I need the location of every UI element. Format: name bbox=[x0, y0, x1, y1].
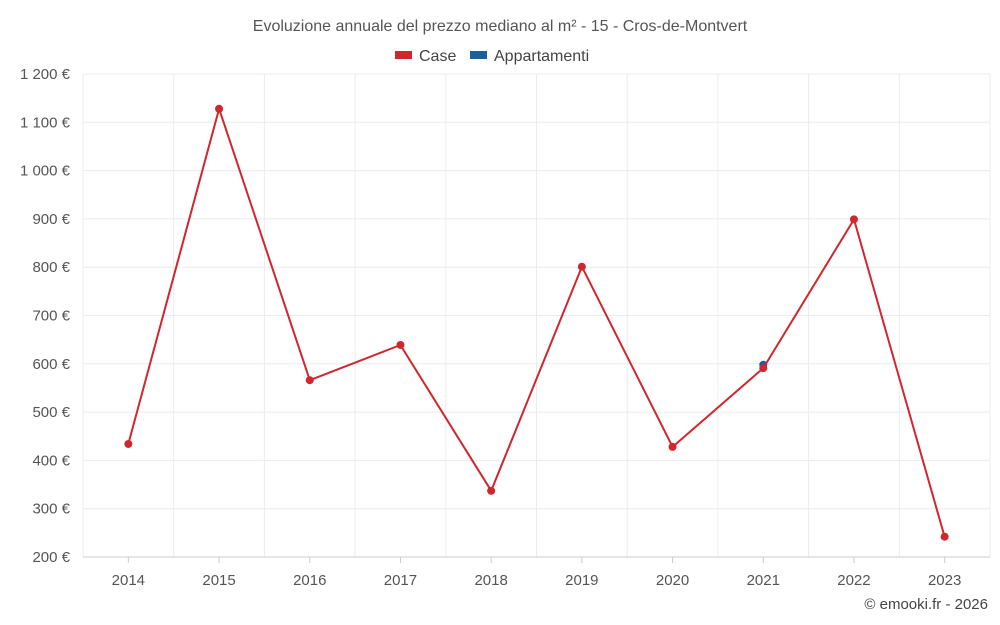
chart-title: Evoluzione annuale del prezzo mediano al… bbox=[253, 18, 748, 35]
legend-swatch-case bbox=[395, 51, 412, 59]
x-tick-label: 2022 bbox=[837, 572, 870, 589]
series-line-case bbox=[127, 107, 946, 537]
x-tick-label: 2015 bbox=[202, 572, 235, 589]
data-point-case-2020[interactable] bbox=[668, 442, 677, 451]
legend-swatch-appartamenti bbox=[470, 51, 487, 59]
y-tick-label: 1 100 € bbox=[20, 114, 71, 131]
legend-label-appartamenti: Appartamenti bbox=[494, 48, 589, 65]
y-tick-label: 400 € bbox=[32, 452, 70, 469]
data-point-case-2023[interactable] bbox=[940, 532, 949, 541]
legend-item-appartamenti[interactable]: Appartamenti bbox=[470, 48, 589, 65]
y-tick-label: 700 € bbox=[32, 308, 70, 325]
x-tick-label: 2020 bbox=[656, 572, 689, 589]
x-tick-label: 2017 bbox=[384, 572, 417, 589]
series bbox=[124, 104, 949, 541]
y-tick-label: 1 200 € bbox=[20, 66, 71, 83]
x-tick-label: 2018 bbox=[474, 572, 507, 589]
data-point-case-2015[interactable] bbox=[215, 104, 224, 113]
y-tick-label: 900 € bbox=[32, 211, 70, 228]
data-point-case-2021[interactable] bbox=[759, 364, 768, 373]
y-tick-label: 300 € bbox=[32, 501, 70, 518]
gridlines bbox=[82, 73, 991, 558]
x-tick-label: 2023 bbox=[928, 572, 961, 589]
y-tick-label: 200 € bbox=[32, 549, 70, 566]
y-tick-label: 800 € bbox=[32, 259, 70, 276]
y-tick-label: 500 € bbox=[32, 404, 70, 421]
data-point-case-2018[interactable] bbox=[487, 486, 496, 495]
legend: Case Appartamenti bbox=[395, 48, 589, 65]
x-tick-label: 2016 bbox=[293, 572, 326, 589]
y-axis: 1 200 € 1 100 € 1 000 € 900 € 800 € 700 € 600 … bbox=[20, 66, 71, 566]
data-point-case-2017[interactable] bbox=[396, 340, 405, 349]
x-axis: 2014 2015 2016 2017 2018 2019 2020 2021 2022 2023 bbox=[83, 556, 990, 589]
y-tick-label: 1 000 € bbox=[20, 163, 71, 180]
legend-item-case[interactable]: Case bbox=[395, 48, 456, 65]
x-tick-label: 2014 bbox=[112, 572, 145, 589]
credit-text: © emooki.fr - 2026 bbox=[864, 596, 988, 613]
y-tick-label: 600 € bbox=[32, 356, 70, 373]
series-case bbox=[124, 104, 949, 541]
data-point-case-2019[interactable] bbox=[577, 262, 586, 271]
data-point-case-2014[interactable] bbox=[124, 439, 133, 448]
x-tick-label: 2021 bbox=[747, 572, 780, 589]
x-tick-label: 2019 bbox=[565, 572, 598, 589]
data-point-case-2022[interactable] bbox=[849, 215, 858, 224]
legend-label-case: Case bbox=[419, 48, 456, 65]
data-point-case-2016[interactable] bbox=[305, 376, 314, 385]
